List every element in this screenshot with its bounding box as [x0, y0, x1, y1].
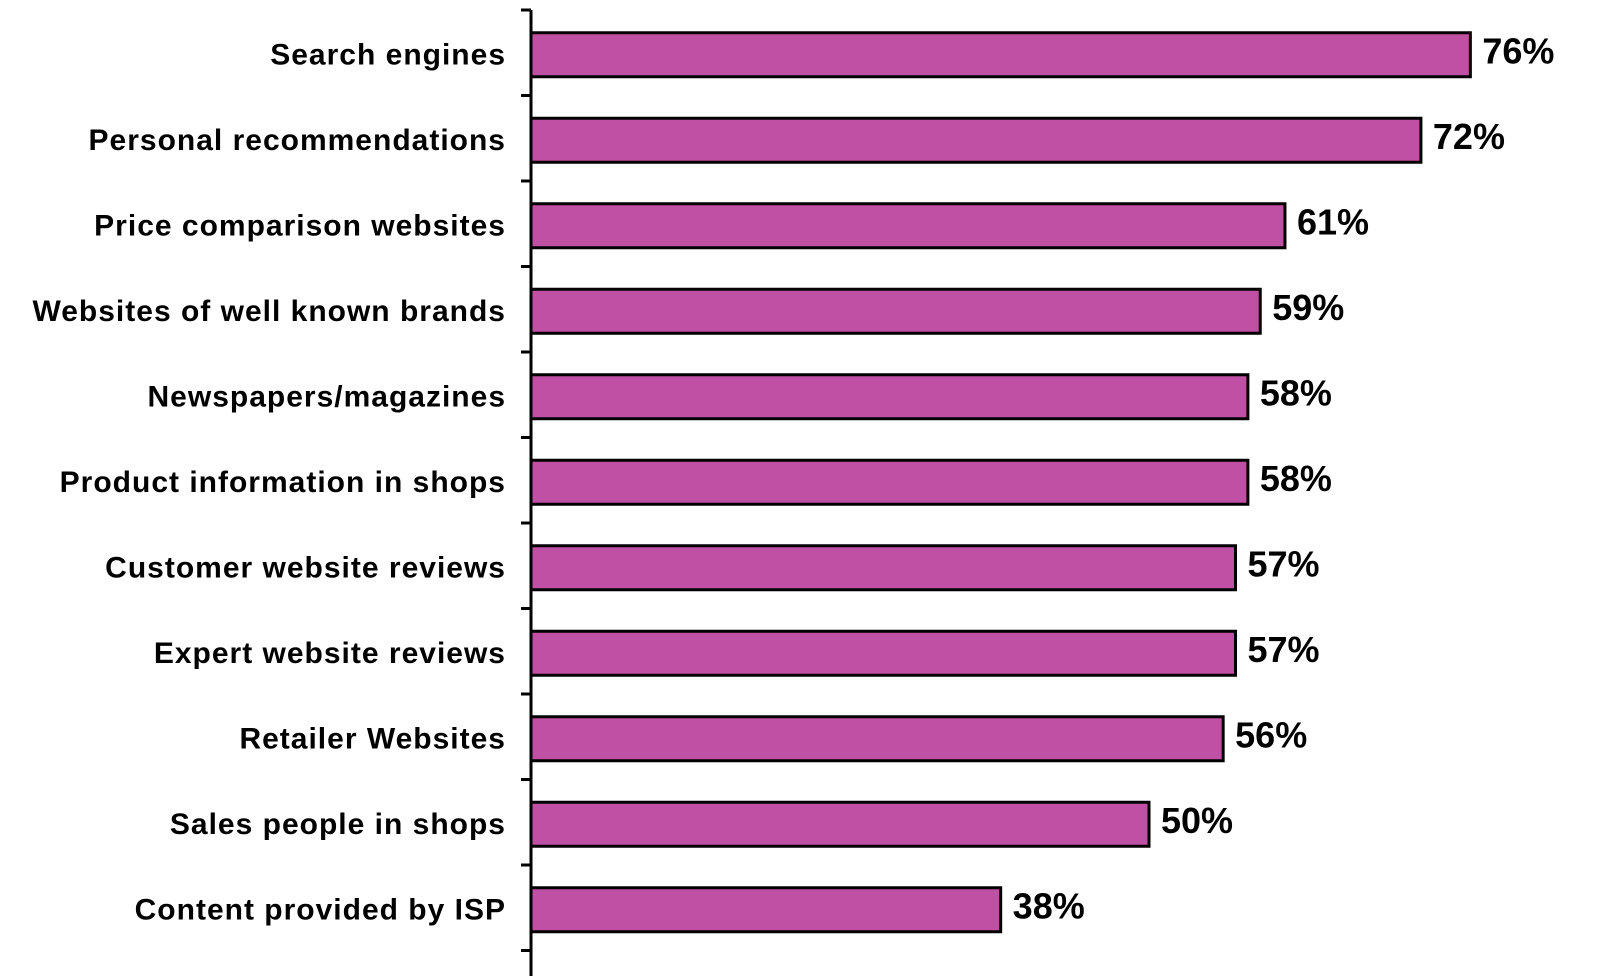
- value-label: 58%: [1260, 372, 1332, 413]
- category-labels: Search engines Personal recommendations Pr…: [32, 38, 506, 926]
- bar: [529, 458, 1250, 506]
- bar: [529, 31, 1472, 79]
- value-labels: 76% 72% 61% 59% 58% 58% 57% 57% 56% 50% 38%: [1013, 30, 1555, 926]
- value-label: 57%: [1248, 629, 1320, 670]
- bar: [529, 202, 1287, 250]
- category-label: Expert website reviews: [154, 637, 506, 670]
- value-label: 76%: [1482, 30, 1554, 71]
- category-label: Price comparison websites: [94, 209, 506, 242]
- category-label: Sales people in shops: [170, 808, 506, 841]
- category-label: Newspapers/magazines: [148, 380, 506, 413]
- value-label: 58%: [1260, 458, 1332, 499]
- category-label: Search engines: [270, 38, 506, 71]
- category-label: Websites of well known brands: [32, 295, 506, 328]
- value-label: 38%: [1013, 885, 1085, 926]
- bar: [529, 116, 1423, 164]
- category-label: Customer website reviews: [105, 551, 506, 584]
- bar: [529, 715, 1225, 763]
- bar: [529, 800, 1151, 848]
- bar: [529, 629, 1238, 677]
- category-label: Retailer Websites: [239, 722, 506, 755]
- bar: [529, 287, 1262, 335]
- value-label: 56%: [1235, 714, 1307, 755]
- category-label: Product information in shops: [60, 466, 506, 499]
- category-label: Personal recommendations: [89, 124, 506, 157]
- axis-ticks: [521, 8, 531, 952]
- value-label: 57%: [1248, 543, 1320, 584]
- value-label: 61%: [1297, 201, 1369, 242]
- bar: [529, 544, 1238, 592]
- category-label: Content provided by ISP: [135, 893, 506, 926]
- bars-group: [529, 31, 1472, 934]
- value-label: 50%: [1161, 800, 1233, 841]
- bar: [529, 886, 1003, 934]
- value-label: 59%: [1272, 287, 1344, 328]
- bar: [529, 373, 1250, 421]
- value-label: 72%: [1433, 116, 1505, 157]
